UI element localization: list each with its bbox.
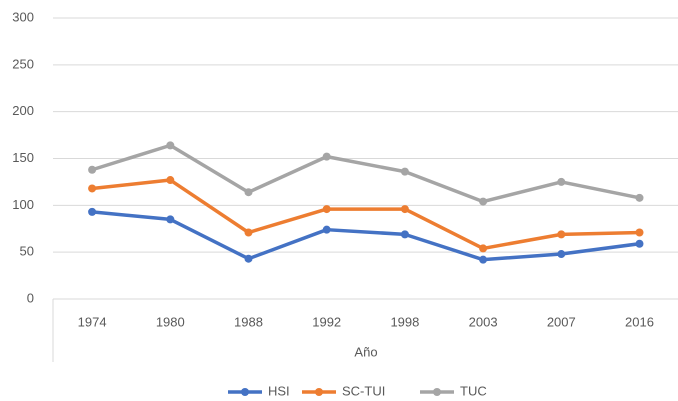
x-tick-label: 2003 — [469, 314, 498, 329]
y-tick-label: 200 — [12, 103, 34, 118]
legend-marker — [315, 388, 323, 396]
point — [479, 255, 488, 264]
point — [88, 184, 97, 193]
x-tick-label: 1998 — [390, 314, 419, 329]
legend-label: TUC — [460, 383, 487, 398]
y-tick-label: 0 — [27, 290, 34, 305]
legend-marker — [433, 388, 441, 396]
point — [479, 244, 488, 253]
point — [166, 215, 175, 224]
point — [166, 176, 175, 185]
point — [322, 205, 331, 214]
point — [557, 230, 566, 239]
series-line — [91, 143, 640, 204]
y-tick-label: 300 — [12, 9, 34, 24]
point — [244, 228, 253, 237]
y-tick-label: 50 — [20, 244, 34, 259]
point — [322, 225, 331, 234]
x-tick-label: 1974 — [78, 314, 107, 329]
point — [557, 177, 566, 186]
point — [88, 165, 97, 174]
point — [635, 193, 644, 202]
point — [557, 250, 566, 259]
x-axis-label: Año — [354, 344, 377, 359]
point — [400, 205, 409, 214]
series-line — [91, 178, 640, 251]
legend-marker — [241, 388, 249, 396]
point — [166, 141, 175, 150]
point — [400, 230, 409, 239]
point — [479, 197, 488, 206]
point — [400, 167, 409, 176]
point — [635, 228, 644, 237]
point — [635, 239, 644, 248]
x-tick-label: 2007 — [547, 314, 576, 329]
y-tick-label: 150 — [12, 150, 34, 165]
x-tick-label: 1980 — [156, 314, 185, 329]
point — [322, 152, 331, 161]
x-tick-label: 1988 — [234, 314, 263, 329]
legend-label: SC-TUI — [342, 383, 385, 398]
y-tick-label: 250 — [12, 56, 34, 71]
x-tick-label: 2016 — [625, 314, 654, 329]
series-line — [91, 210, 640, 262]
point — [244, 188, 253, 197]
x-tick-label: 1992 — [312, 314, 341, 329]
point — [88, 207, 97, 216]
legend-label: HSI — [268, 383, 290, 398]
point — [244, 254, 253, 263]
y-tick-label: 100 — [12, 197, 34, 212]
